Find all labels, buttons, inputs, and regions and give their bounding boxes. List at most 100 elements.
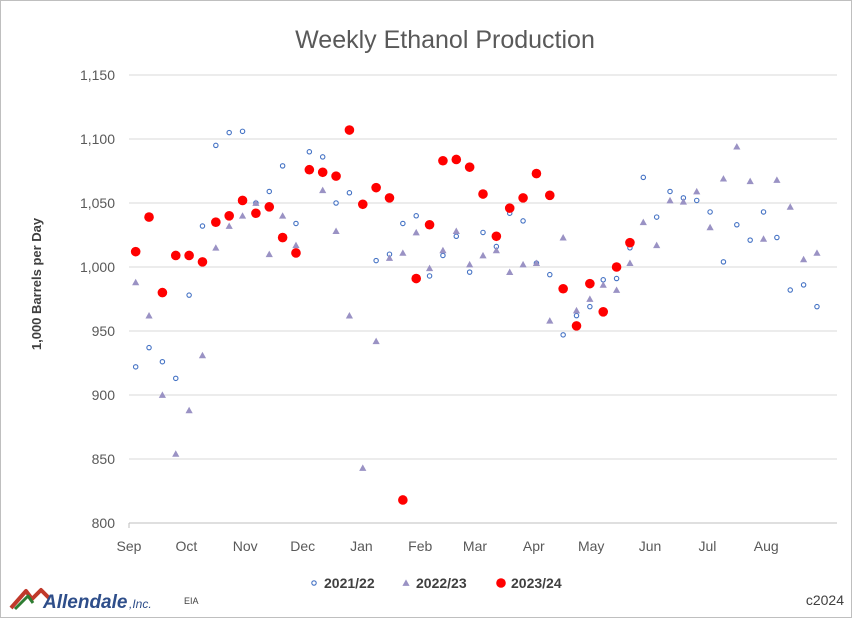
data-point: [586, 295, 594, 302]
data-point: [197, 257, 208, 267]
data-point: [130, 246, 141, 257]
x-tick-label: Dec: [290, 538, 315, 554]
data-point: [186, 292, 192, 298]
legend: 2021/22 2022/23 2023/24: [311, 575, 562, 591]
y-tick-labels: 800 850 900 950 1,000 1,050 1,100 1,150: [80, 67, 115, 531]
series-2: [132, 143, 821, 471]
legend-marker: [311, 580, 317, 586]
data-point: [213, 142, 219, 149]
data-point: [747, 237, 753, 243]
data-point: [212, 244, 220, 251]
data-point: [424, 219, 435, 230]
data-point: [373, 257, 379, 264]
data-point: [813, 249, 821, 256]
data-point: [478, 189, 488, 199]
allendale-logo: Allendale ,Inc.: [9, 588, 152, 613]
data-point: [159, 358, 166, 365]
y-tick-label: 1,000: [80, 259, 115, 275]
data-point: [464, 162, 475, 172]
data-point: [398, 495, 408, 505]
data-point: [439, 246, 447, 254]
x-tick-label: Apr: [523, 538, 545, 554]
data-point: [145, 312, 153, 319]
y-tick-label: 1,100: [80, 131, 115, 147]
data-point: [385, 254, 394, 261]
data-point: [412, 228, 420, 236]
data-point: [611, 262, 622, 272]
legend-label: 2021/22: [324, 575, 375, 591]
x-tick-label: Jun: [639, 538, 662, 554]
data-point: [746, 177, 754, 185]
x-tick-labels: Sep Oct Nov Dec Jan Feb Mar Apr May Jun Jul Aug: [117, 538, 779, 554]
legend-marker: [402, 579, 410, 586]
data-point: [146, 344, 152, 351]
data-point: [693, 187, 701, 195]
data-point: [800, 282, 807, 288]
x-tick-label: Sep: [117, 538, 142, 554]
data-point: [466, 260, 474, 268]
data-point: [426, 273, 433, 279]
data-point: [720, 259, 727, 265]
data-point: [719, 175, 728, 182]
y-tick-label: 900: [92, 387, 116, 403]
legend-label: 2023/24: [511, 575, 562, 591]
data-point: [520, 218, 526, 224]
data-point: [667, 188, 673, 195]
data-point: [144, 212, 154, 222]
data-point: [760, 209, 767, 215]
logo-mark-icon: [9, 588, 51, 610]
data-point: [587, 303, 593, 310]
data-point: [814, 303, 820, 310]
data-point: [640, 174, 647, 181]
data-point: [237, 195, 248, 206]
data-point: [613, 275, 620, 282]
data-point: [306, 149, 313, 155]
data-point: [759, 235, 768, 242]
data-point: [400, 220, 406, 227]
logo-inc-text: ,Inc.: [129, 597, 152, 611]
data-point: [547, 271, 553, 278]
data-point: [319, 186, 327, 194]
data-point: [226, 129, 232, 136]
data-point: [372, 337, 380, 345]
data-point: [639, 218, 647, 226]
data-point: [411, 273, 422, 284]
data-point: [172, 450, 180, 457]
data-point: [480, 229, 486, 236]
data-point: [239, 128, 246, 135]
data-point: [225, 222, 233, 229]
source-label: EIA: [184, 596, 199, 606]
data-point: [572, 306, 581, 314]
data-point: [279, 163, 286, 169]
data-point: [453, 233, 460, 240]
data-point: [333, 200, 339, 206]
data-point: [425, 264, 434, 272]
data-point: [626, 259, 634, 267]
data-point: [504, 203, 515, 213]
data-point: [265, 250, 273, 258]
data-point: [560, 332, 566, 338]
data-point: [506, 268, 514, 275]
data-point: [293, 220, 299, 227]
data-point: [345, 312, 354, 319]
x-tick-label: Jan: [350, 538, 373, 554]
data-point: [413, 213, 419, 219]
data-point: [451, 154, 462, 165]
data-point: [291, 248, 301, 258]
chart-title: Weekly Ethanol Production: [295, 26, 595, 54]
y-tick-label: 800: [92, 515, 116, 531]
data-point: [787, 287, 793, 293]
data-point: [224, 211, 234, 221]
data-point: [211, 217, 221, 227]
data-point: [707, 209, 713, 215]
series-3: [130, 125, 635, 505]
data-point: [519, 260, 527, 268]
data-point: [266, 188, 273, 195]
data-point: [332, 227, 340, 235]
data-point: [546, 317, 554, 324]
legend-marker: [496, 578, 506, 588]
data-point: [518, 193, 528, 203]
data-point: [184, 250, 194, 261]
data-point: [438, 155, 448, 166]
